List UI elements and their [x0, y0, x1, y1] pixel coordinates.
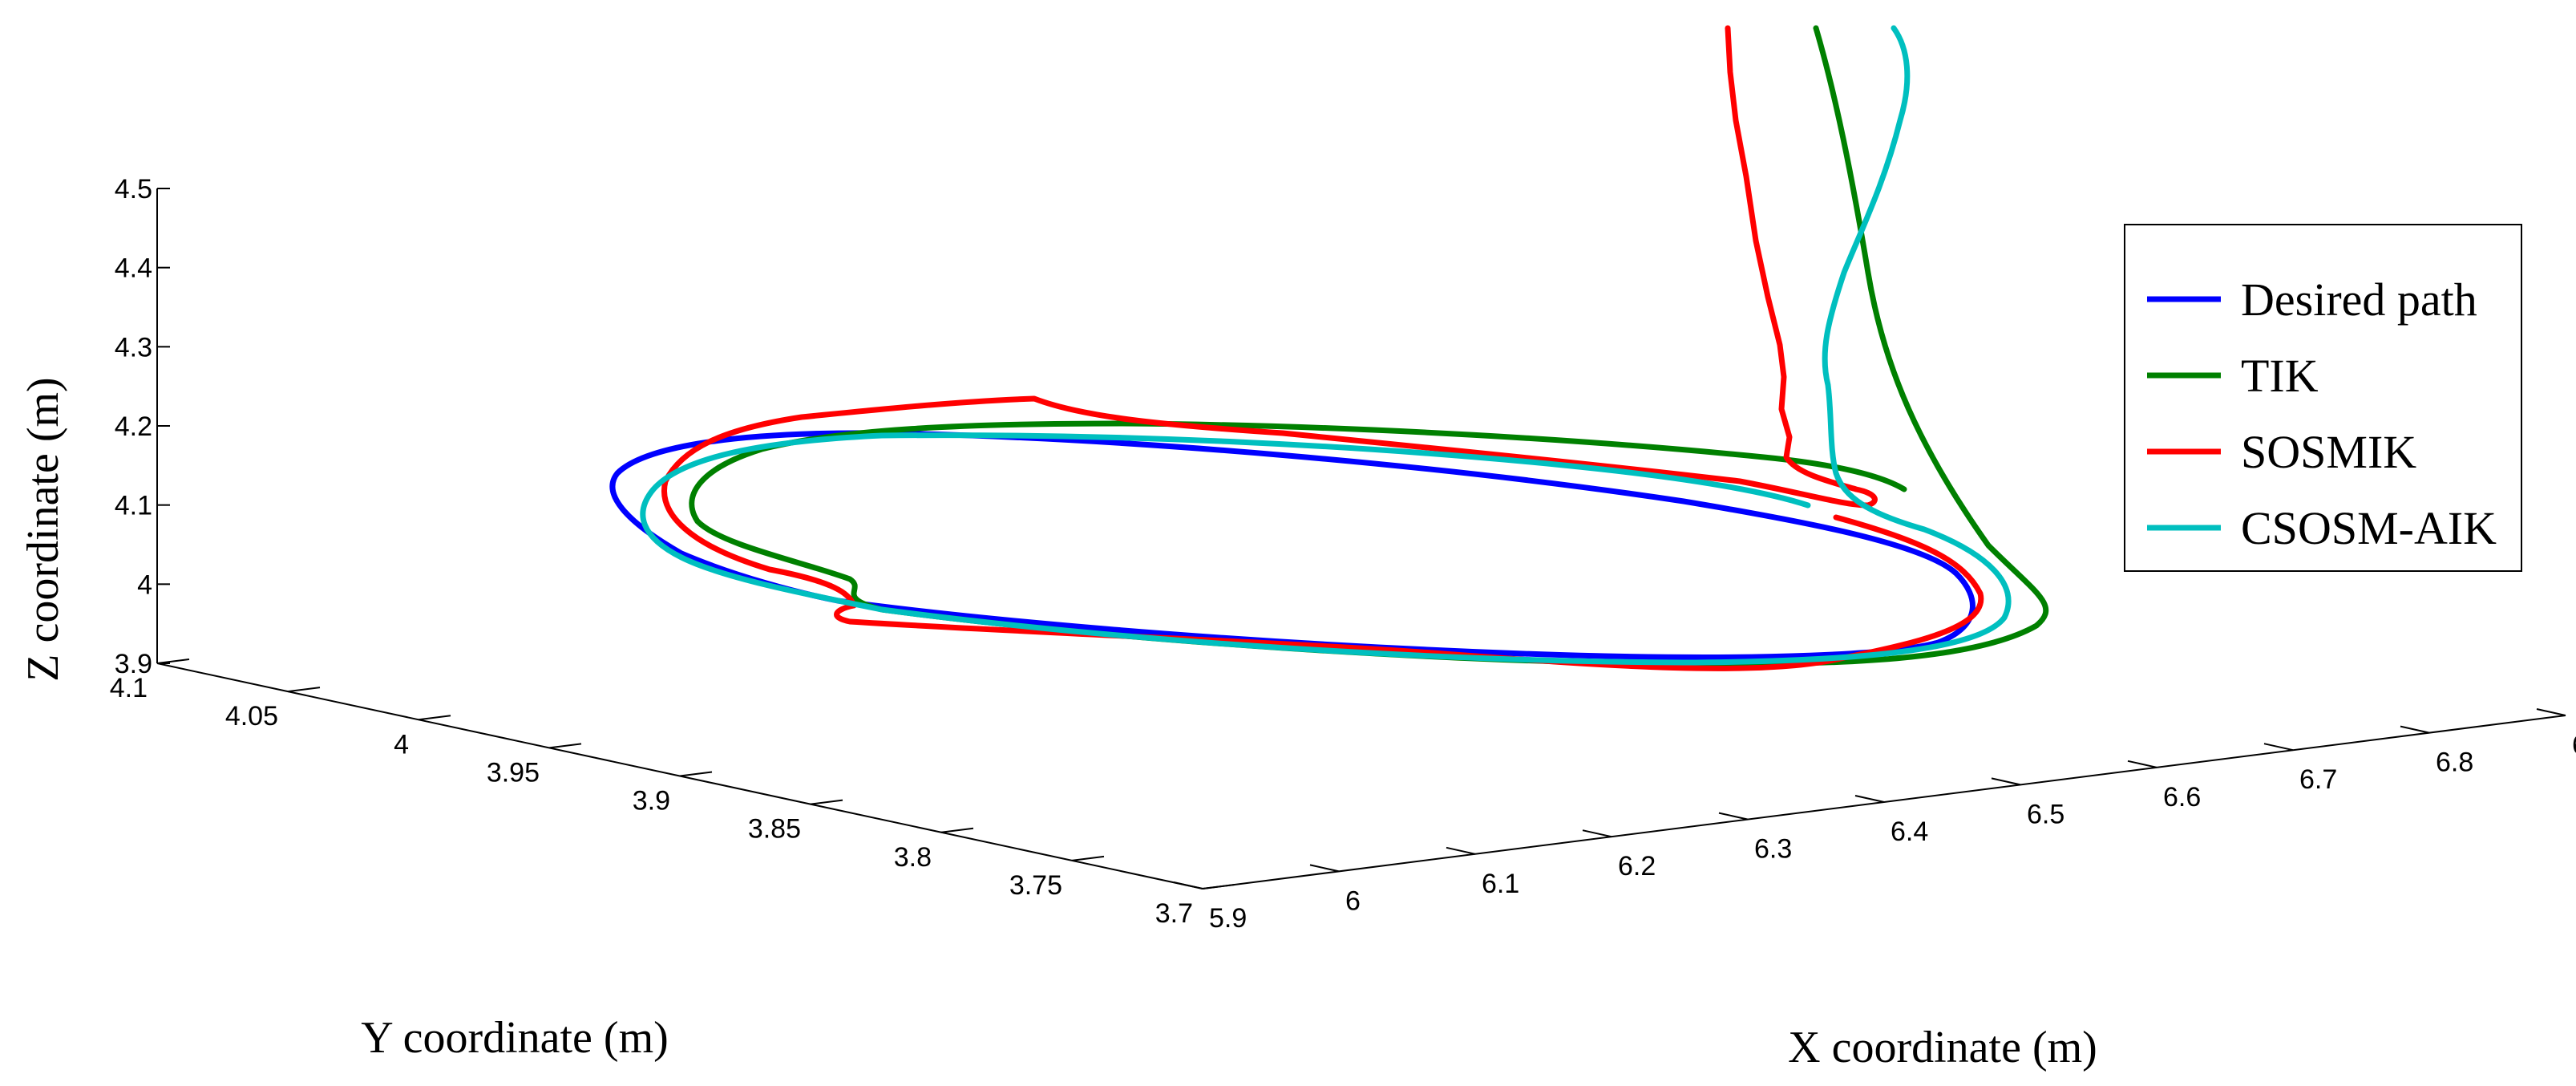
x-tick-mark	[1309, 864, 1340, 873]
y-tick-label: 3.95	[487, 757, 540, 788]
z-tick-label: 4.5	[115, 174, 152, 205]
y-tick-label: 4.1	[110, 673, 148, 703]
y-axis-title: Y coordinate (m)	[361, 1013, 669, 1063]
x-tick-mark	[2400, 725, 2430, 734]
y-tick-label: 4.05	[225, 701, 278, 731]
z-ticks: 3.9 4 4.1 4.2 4.3 4.4 4.5	[115, 174, 170, 679]
y-tick-mark	[1202, 884, 1235, 889]
y-tick-mark	[548, 743, 582, 749]
x-tick-label: 6.3	[1754, 834, 1792, 865]
z-tick-label: 4	[137, 569, 152, 600]
x-axis-title: X coordinate (m)	[1788, 1023, 2097, 1072]
z-tick-label: 4.1	[115, 491, 152, 521]
y-tick-label: 3.8	[894, 842, 932, 873]
legend-label-desired: Desired path	[2241, 274, 2477, 326]
z-tick-label: 3.9	[115, 649, 152, 679]
legend-label-tik: TIK	[2241, 350, 2319, 402]
y-tick-mark	[940, 827, 974, 833]
x-tick-mark	[2536, 708, 2566, 716]
x-tick-mark	[2127, 760, 2157, 768]
x-tick-label: 5.9	[1209, 903, 1247, 934]
legend: Desired path TIK SOSMIK CSOSM-AIK	[2124, 224, 2522, 572]
x-tick-label: 6	[1345, 885, 1361, 916]
x-tick-mark	[1173, 881, 1203, 889]
y-tick-label: 3.9	[633, 786, 670, 817]
series-sosmik	[661, 25, 1984, 671]
x-tick-mark	[1582, 829, 1612, 838]
x-tick-mark	[1854, 795, 1885, 803]
x-tick-label: 6.1	[1482, 869, 1519, 899]
legend-box	[2124, 224, 2522, 572]
x-tick-mark	[2263, 743, 2294, 752]
z-tick-label: 4.3	[115, 332, 152, 363]
x-tick-mark	[1718, 812, 1749, 821]
x-tick-label: 6.5	[2027, 799, 2064, 829]
x-ticks: 5.9 6 6.1 6.2 6.3 6.4 6.5 6.6 6.7 6.8 6.9	[1173, 708, 2576, 934]
y-tick-label: 3.7	[1155, 898, 1193, 929]
y-tick-mark	[287, 687, 321, 693]
y-tick-mark	[418, 715, 451, 721]
x-tick-mark	[1446, 846, 1476, 855]
series-group	[609, 25, 2049, 671]
y-tick-mark	[679, 771, 713, 777]
series-csosm-aik	[640, 25, 2012, 666]
x-tick-mark	[1991, 777, 2021, 786]
y-tick-label: 3.85	[748, 814, 801, 845]
x-tick-label: 6.7	[2299, 764, 2337, 795]
legend-label-csosm: CSOSM-AIK	[2241, 502, 2497, 554]
series-desired-path	[609, 430, 1975, 660]
x-tick-label: 6.4	[1891, 817, 1928, 847]
x-tick-label: 6.9	[2572, 730, 2576, 760]
x-tick-label: 6.6	[2163, 782, 2201, 812]
y-tick-mark	[1071, 855, 1105, 861]
z-tick-label: 4.2	[115, 411, 152, 442]
z-tick-label: 4.4	[115, 253, 152, 284]
y-ticks: 4.1 4.05 4 3.95 3.9 3.85 3.8 3.75 3.7	[110, 658, 1235, 929]
legend-label-sosmik: SOSMIK	[2241, 426, 2416, 478]
y-tick-mark	[156, 658, 190, 664]
series-tik	[689, 25, 2049, 667]
z-axis-title: Z coordinate (m)	[18, 377, 68, 681]
x-tick-label: 6.8	[2436, 748, 2473, 778]
y-tick-label: 3.75	[1009, 870, 1062, 901]
x-tick-label: 6.2	[1618, 851, 1656, 881]
y-tick-mark	[810, 799, 843, 805]
y-tick-label: 4	[394, 729, 409, 760]
